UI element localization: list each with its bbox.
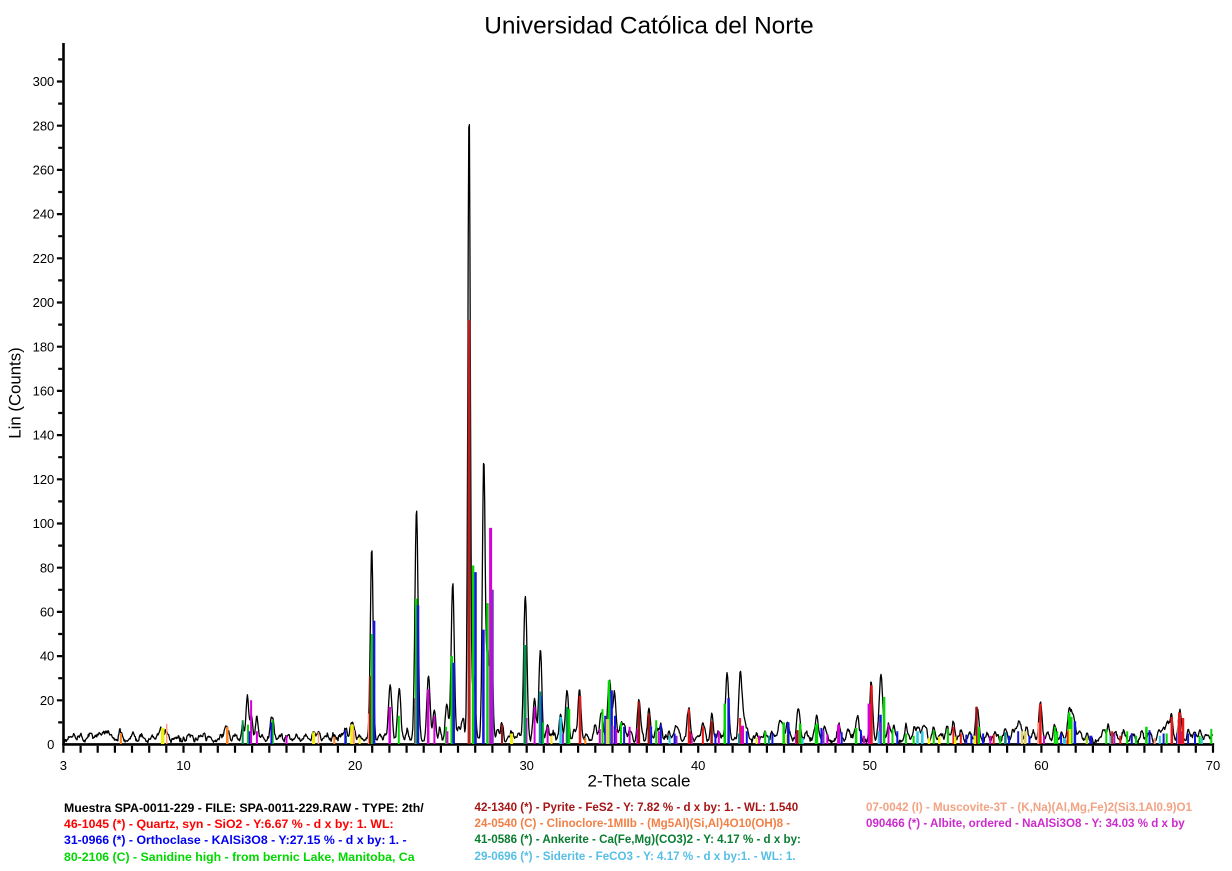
svg-text:70: 70 bbox=[1206, 758, 1220, 773]
svg-text:2-Theta scale: 2-Theta scale bbox=[588, 771, 691, 790]
svg-text:Lin (Counts): Lin (Counts) bbox=[6, 347, 25, 438]
svg-text:30: 30 bbox=[519, 758, 533, 773]
svg-text:Universidad Católica del Norte: Universidad Católica del Norte bbox=[484, 13, 813, 40]
svg-text:280: 280 bbox=[33, 118, 55, 133]
svg-text:20: 20 bbox=[40, 693, 54, 708]
svg-text:260: 260 bbox=[33, 163, 55, 178]
svg-text:40: 40 bbox=[691, 758, 705, 773]
svg-text:240: 240 bbox=[33, 207, 55, 222]
svg-text:180: 180 bbox=[33, 339, 55, 354]
svg-text:50: 50 bbox=[863, 758, 877, 773]
svg-text:60: 60 bbox=[1034, 758, 1048, 773]
svg-text:300: 300 bbox=[33, 74, 55, 89]
svg-text:3: 3 bbox=[60, 758, 67, 773]
svg-text:200: 200 bbox=[33, 295, 55, 310]
svg-text:100: 100 bbox=[33, 516, 55, 531]
svg-text:120: 120 bbox=[33, 472, 55, 487]
svg-text:20: 20 bbox=[348, 758, 362, 773]
svg-text:140: 140 bbox=[33, 428, 55, 443]
svg-text:60: 60 bbox=[40, 605, 54, 620]
svg-text:10: 10 bbox=[176, 758, 190, 773]
svg-text:40: 40 bbox=[40, 649, 54, 664]
svg-text:160: 160 bbox=[33, 384, 55, 399]
svg-text:220: 220 bbox=[33, 251, 55, 266]
svg-text:0: 0 bbox=[47, 737, 54, 752]
svg-text:80: 80 bbox=[40, 560, 54, 575]
